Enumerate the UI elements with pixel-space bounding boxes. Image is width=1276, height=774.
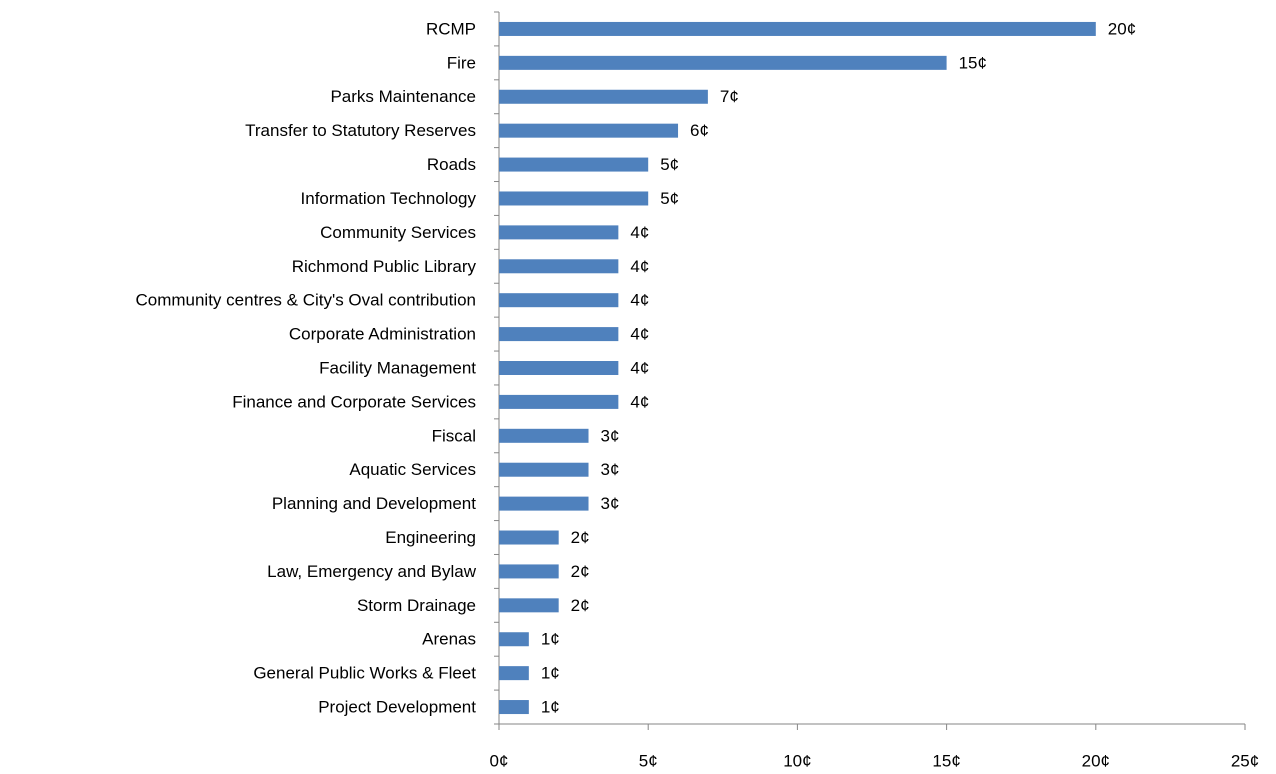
- y-tick-label: Community centres & City's Oval contribu…: [135, 291, 476, 310]
- bar: [499, 157, 649, 172]
- x-tick-label: 20¢: [1082, 751, 1110, 770]
- data-label: 1¢: [541, 698, 560, 717]
- data-label: 1¢: [541, 630, 560, 649]
- x-tick-label: 5¢: [639, 751, 658, 770]
- data-label: 1¢: [541, 664, 560, 683]
- data-label: 4¢: [630, 325, 649, 344]
- bar: [499, 21, 1096, 36]
- y-tick-label: Storm Drainage: [357, 596, 476, 615]
- y-tick-label: Engineering: [385, 528, 476, 547]
- data-label: 4¢: [630, 358, 649, 377]
- bar: [499, 123, 679, 138]
- data-label: 7¢: [720, 87, 739, 106]
- y-tick-label: Finance and Corporate Services: [232, 392, 476, 411]
- data-label: 4¢: [630, 257, 649, 276]
- data-label: 3¢: [601, 426, 620, 445]
- bar: [499, 225, 619, 240]
- y-tick-label: Aquatic Services: [349, 460, 476, 479]
- y-tick-label: Fiscal: [432, 426, 476, 445]
- bar: [499, 632, 529, 647]
- data-label: 2¢: [571, 562, 590, 581]
- bar: [499, 428, 589, 443]
- y-tick-label: Project Development: [318, 698, 476, 717]
- y-tick-label: General Public Works & Fleet: [253, 664, 476, 683]
- data-label: 3¢: [601, 494, 620, 513]
- bar: [499, 666, 529, 681]
- y-tick-label: Parks Maintenance: [330, 87, 476, 106]
- bar: [499, 530, 559, 545]
- y-tick-label: Roads: [427, 155, 476, 174]
- x-tick-label: 0¢: [490, 751, 509, 770]
- y-tick-label: Fire: [447, 53, 476, 72]
- y-tick-label: Arenas: [422, 630, 476, 649]
- bar: [499, 293, 619, 308]
- y-tick-label: Richmond Public Library: [292, 257, 477, 276]
- y-tick-label: Law, Emergency and Bylaw: [267, 562, 477, 581]
- data-label: 3¢: [601, 460, 620, 479]
- data-label: 6¢: [690, 121, 709, 140]
- x-tick-label: 15¢: [932, 751, 960, 770]
- bar: [499, 700, 529, 715]
- data-label: 15¢: [959, 53, 987, 72]
- bar: [499, 394, 619, 409]
- y-tick-label: Planning and Development: [272, 494, 476, 513]
- bar: [499, 191, 649, 206]
- data-label: 4¢: [630, 291, 649, 310]
- data-label: 4¢: [630, 223, 649, 242]
- x-tick-label: 10¢: [783, 751, 811, 770]
- bar: [499, 598, 559, 613]
- y-tick-label: Corporate Administration: [289, 325, 476, 344]
- data-label: 20¢: [1108, 19, 1136, 38]
- bar: [499, 89, 708, 104]
- data-label: 4¢: [630, 392, 649, 411]
- bar: [499, 55, 947, 70]
- data-label: 2¢: [571, 596, 590, 615]
- bar: [499, 462, 589, 477]
- x-tick-label: 25¢: [1231, 751, 1259, 770]
- y-tick-label: RCMP: [426, 19, 476, 38]
- y-tick-label: Facility Management: [319, 358, 476, 377]
- bar: [499, 327, 619, 342]
- bar: [499, 564, 559, 579]
- bar: [499, 496, 589, 511]
- bar: [499, 361, 619, 375]
- data-label: 2¢: [571, 528, 590, 547]
- y-tick-label: Community Services: [320, 223, 476, 242]
- data-label: 5¢: [660, 155, 679, 174]
- y-tick-label: Transfer to Statutory Reserves: [245, 121, 476, 140]
- y-tick-label: Information Technology: [301, 189, 477, 208]
- data-label: 5¢: [660, 189, 679, 208]
- bar: [499, 259, 619, 274]
